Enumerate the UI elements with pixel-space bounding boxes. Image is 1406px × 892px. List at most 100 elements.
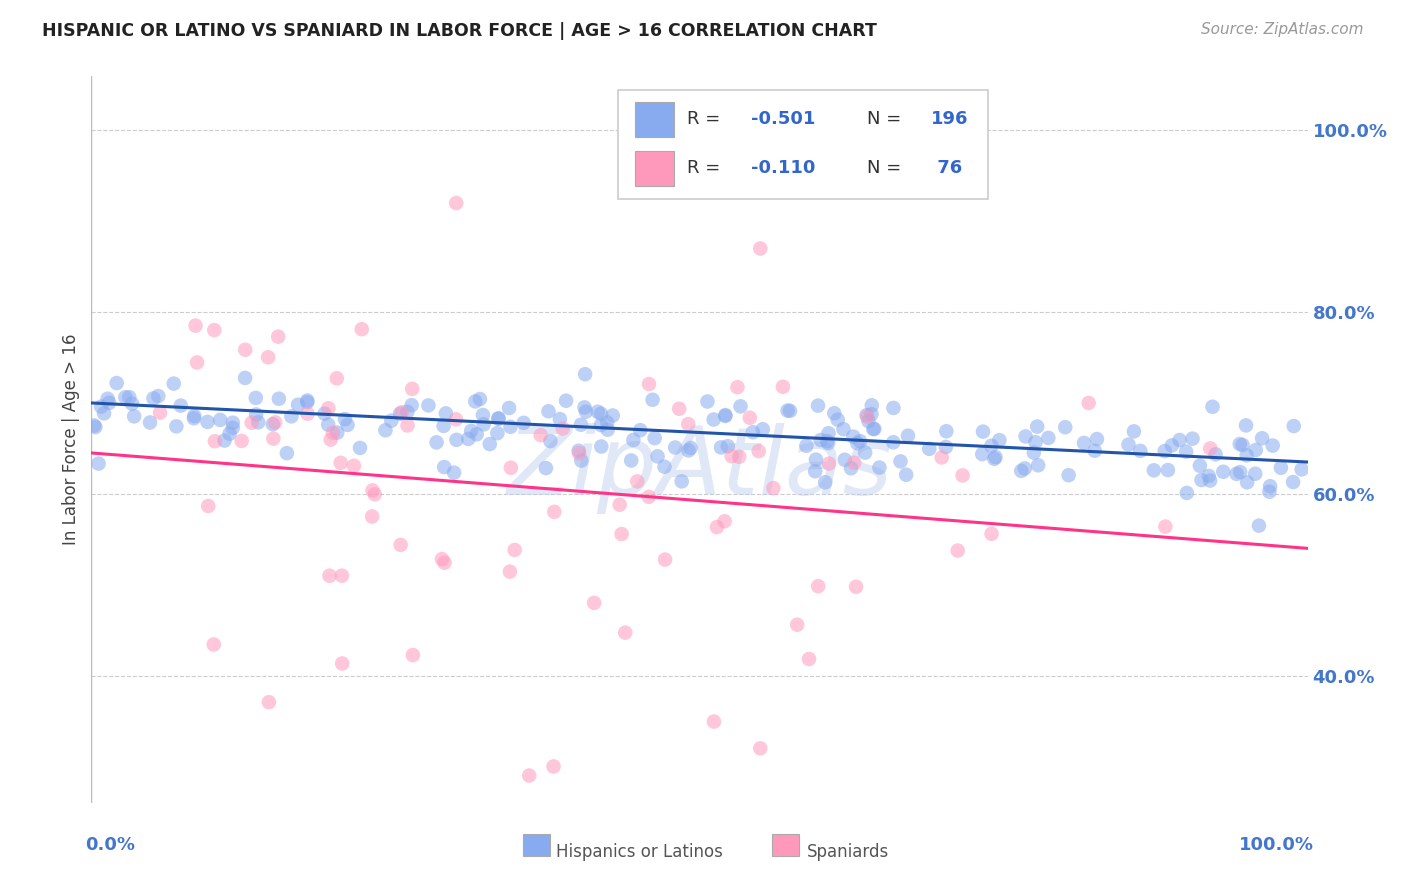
Point	[418, 398, 440, 412]
Point	[860, 407, 883, 421]
Point	[1244, 442, 1267, 457]
Point	[827, 412, 849, 426]
Point	[853, 445, 876, 459]
Point	[218, 426, 240, 441]
Point	[931, 450, 953, 465]
Text: 0.0%: 0.0%	[86, 836, 135, 854]
Point	[245, 408, 267, 422]
Point	[988, 433, 1011, 447]
Point	[1205, 447, 1227, 461]
Point	[240, 416, 263, 430]
Point	[488, 411, 510, 425]
Point	[551, 421, 574, 435]
Point	[1191, 473, 1213, 487]
Point	[749, 741, 772, 756]
Point	[647, 450, 669, 464]
Point	[703, 412, 725, 426]
Bar	[523, 834, 550, 855]
Y-axis label: In Labor Force | Age > 16: In Labor Force | Age > 16	[62, 334, 80, 545]
Point	[706, 520, 728, 534]
Point	[142, 392, 165, 406]
Point	[329, 456, 352, 470]
Point	[1026, 419, 1049, 434]
Point	[548, 412, 571, 426]
Text: Source: ZipAtlas.com: Source: ZipAtlas.com	[1201, 22, 1364, 37]
Point	[1157, 463, 1180, 477]
Point	[183, 411, 205, 425]
Point	[568, 446, 591, 460]
Point	[738, 410, 761, 425]
Point	[499, 419, 522, 434]
Point	[350, 322, 373, 336]
Point	[638, 377, 661, 392]
Point	[749, 242, 772, 256]
Point	[654, 552, 676, 566]
Point	[87, 457, 110, 471]
Point	[1291, 462, 1313, 476]
Point	[614, 625, 637, 640]
Point	[389, 538, 412, 552]
Point	[512, 416, 534, 430]
Point	[1270, 460, 1292, 475]
Point	[83, 418, 105, 433]
Point	[444, 196, 467, 211]
Text: R =: R =	[688, 160, 727, 178]
Point	[186, 355, 208, 369]
Bar	[636, 152, 673, 186]
Point	[433, 460, 456, 475]
Point	[499, 565, 522, 579]
Point	[333, 412, 356, 426]
Point	[668, 401, 690, 416]
Point	[391, 405, 413, 419]
Point	[1122, 425, 1144, 439]
Point	[776, 403, 799, 417]
Point	[330, 568, 353, 582]
Point	[644, 431, 666, 445]
Point	[1199, 474, 1222, 488]
Point	[918, 442, 941, 456]
Point	[1251, 431, 1274, 445]
Point	[980, 526, 1002, 541]
Point	[610, 527, 633, 541]
Point	[464, 394, 486, 409]
Point	[1057, 468, 1080, 483]
Bar	[636, 102, 673, 136]
Text: ZipAtlas: ZipAtlas	[506, 423, 893, 514]
Point	[1258, 484, 1281, 499]
Point	[426, 435, 449, 450]
Point	[319, 433, 342, 447]
Point	[538, 434, 561, 448]
Point	[786, 617, 808, 632]
Point	[114, 390, 136, 404]
Point	[202, 638, 225, 652]
Point	[710, 441, 733, 455]
Point	[297, 407, 319, 421]
Point	[728, 450, 751, 464]
Point	[1154, 519, 1177, 533]
Point	[678, 443, 700, 458]
Point	[202, 323, 225, 337]
Point	[139, 416, 162, 430]
Point	[262, 432, 284, 446]
Point	[664, 441, 686, 455]
Point	[465, 427, 488, 442]
Point	[730, 400, 752, 414]
Point	[817, 436, 839, 450]
Point	[433, 556, 456, 570]
Point	[1175, 486, 1198, 500]
Point	[935, 424, 957, 438]
Point	[897, 428, 920, 442]
Point	[163, 376, 186, 391]
Point	[984, 450, 1007, 464]
Text: Spaniards: Spaniards	[807, 843, 889, 861]
Point	[364, 487, 387, 501]
Point	[596, 415, 619, 429]
Point	[1084, 443, 1107, 458]
Point	[503, 543, 526, 558]
Point	[845, 580, 868, 594]
Point	[517, 768, 540, 782]
Point	[574, 367, 596, 381]
Point	[318, 401, 340, 416]
Point	[98, 396, 121, 410]
Point	[380, 414, 402, 428]
